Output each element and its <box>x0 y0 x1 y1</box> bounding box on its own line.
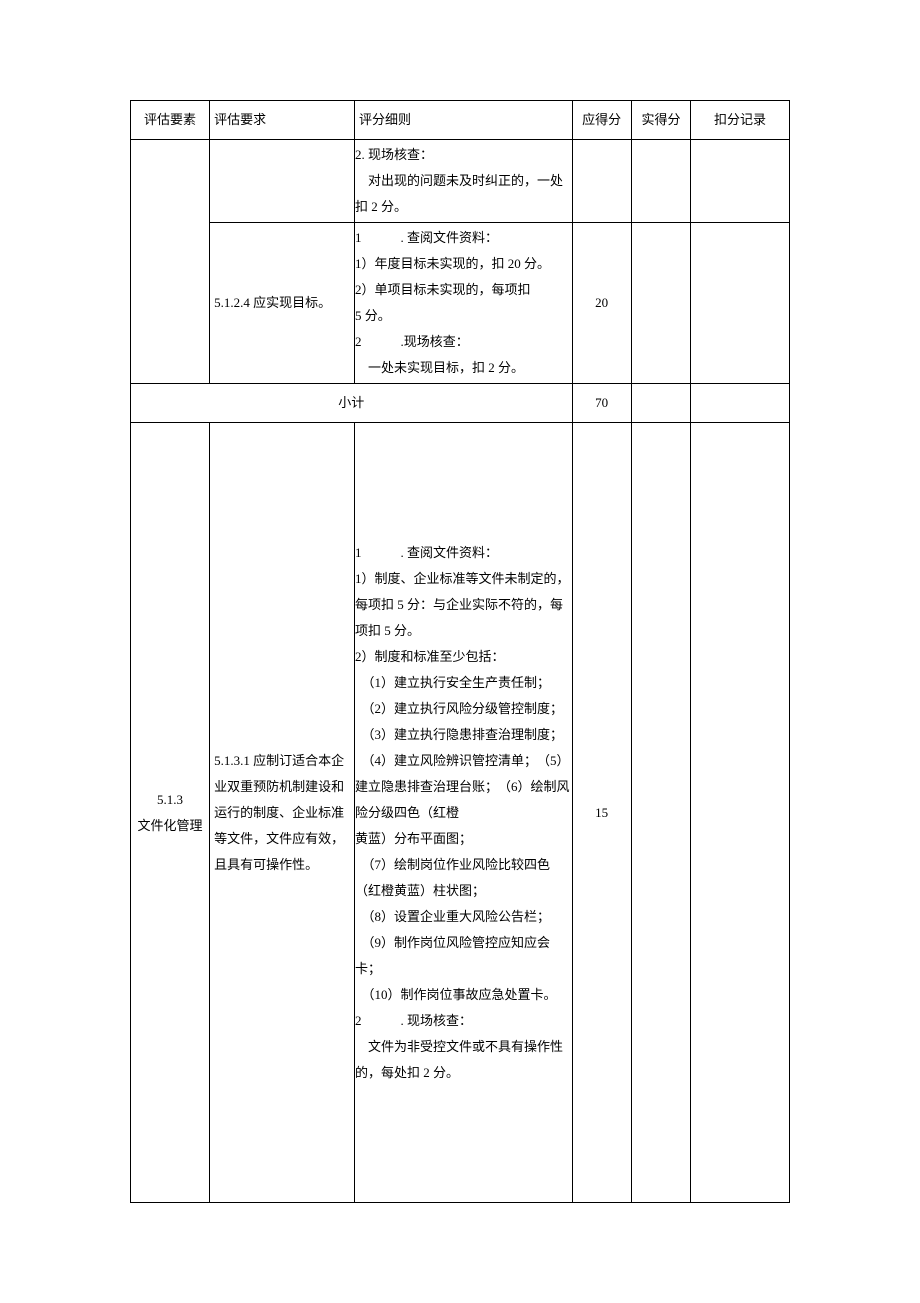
table-row: 2. 现场核查： 对出现的问题未及时纠正的，一处扣 2 分。 <box>131 140 790 223</box>
cell-deduction-record <box>691 140 790 223</box>
cell-actual-score <box>631 140 690 223</box>
table-row: 5.1.2.4 应实现目标。 1 . 查阅文件资料：1）年度目标未实现的，扣 2… <box>131 223 790 384</box>
cell-requirement <box>210 140 355 223</box>
subtotal-actual-score <box>631 384 690 423</box>
cell-deduction-record <box>691 423 790 1203</box>
header-actual-score: 实得分 <box>631 101 690 140</box>
cell-rules: 1 . 查阅文件资料：1）制度、企业标准等文件未制定的，每项扣 5 分：与企业实… <box>355 423 572 1203</box>
subtotal-row: 小计 70 <box>131 384 790 423</box>
header-row: 评估要素 评估要求 评分细则 应得分 实得分 扣分记录 <box>131 101 790 140</box>
header-max-score: 应得分 <box>572 101 631 140</box>
cell-rules: 1 . 查阅文件资料：1）年度目标未实现的，扣 20 分。2）单项目标未实现的，… <box>355 223 572 384</box>
cell-max-score: 15 <box>572 423 631 1203</box>
subtotal-deduction-record <box>691 384 790 423</box>
subtotal-label: 小计 <box>131 384 573 423</box>
cell-element: 5.1.3文件化管理 <box>131 423 210 1203</box>
header-rules: 评分细则 <box>355 101 572 140</box>
header-requirement: 评估要求 <box>210 101 355 140</box>
cell-max-score <box>572 140 631 223</box>
cell-actual-score <box>631 223 690 384</box>
header-element: 评估要素 <box>131 101 210 140</box>
cell-deduction-record <box>691 223 790 384</box>
cell-requirement: 5.1.2.4 应实现目标。 <box>210 223 355 384</box>
cell-max-score: 20 <box>572 223 631 384</box>
evaluation-table: 评估要素 评估要求 评分细则 应得分 实得分 扣分记录 2. 现场核查： 对出现… <box>130 100 790 1203</box>
cell-requirement: 5.1.3.1 应制订适合本企业双重预防机制建设和运行的制度、企业标准等文件，文… <box>210 423 355 1203</box>
cell-element <box>131 140 210 384</box>
header-deduction-record: 扣分记录 <box>691 101 790 140</box>
subtotal-max-score: 70 <box>572 384 631 423</box>
cell-rules: 2. 现场核查： 对出现的问题未及时纠正的，一处扣 2 分。 <box>355 140 572 223</box>
cell-actual-score <box>631 423 690 1203</box>
table-row: 5.1.3文件化管理 5.1.3.1 应制订适合本企业双重预防机制建设和运行的制… <box>131 423 790 1203</box>
